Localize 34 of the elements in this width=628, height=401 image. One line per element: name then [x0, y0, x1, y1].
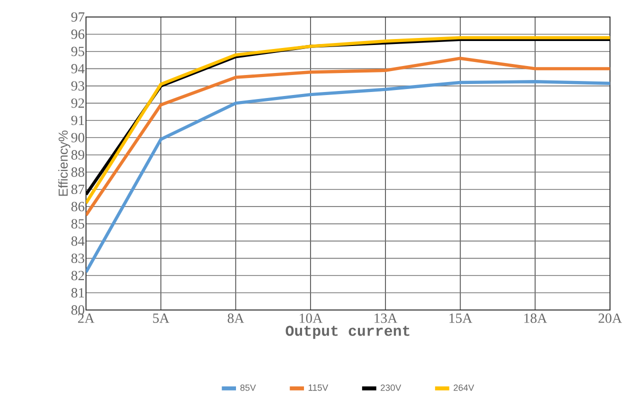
y-tick-label: 97 [71, 12, 84, 22]
x-tick-label: 15A [450, 314, 472, 323]
x-tick-label: 10A [300, 314, 322, 323]
x-tick-label: 20A [598, 314, 622, 323]
y-tick-label: 90 [71, 132, 84, 142]
y-tick-label: 87 [71, 184, 84, 194]
y-tick-label: 95 [71, 46, 84, 56]
y-tick-label: 92 [71, 98, 84, 108]
y-tick-label: 84 [71, 236, 85, 246]
y-tick-label: 88 [71, 167, 84, 177]
y-tick-label: 80 [71, 305, 84, 315]
y-tick-label: 86 [71, 202, 84, 212]
y-tick-label: 83 [71, 254, 84, 264]
x-tick-label: 2A [78, 314, 94, 323]
y-tick-label: 89 [71, 150, 84, 160]
legend-label: 264V [454, 384, 474, 391]
y-tick-label: 85 [71, 219, 84, 229]
y-axis-title: Efficiency% [58, 130, 70, 196]
y-tick-label: 82 [71, 270, 84, 280]
line-series [86, 56, 610, 217]
y-tick-label: 91 [71, 116, 84, 126]
x-tick-label: 18A [524, 314, 548, 323]
y-tick-label: 94 [71, 64, 85, 74]
x-tick-label: 13A [374, 314, 398, 323]
y-tick-label: 81 [71, 288, 84, 298]
x-axis-title: Output current [286, 326, 410, 339]
y-tick-label: 96 [71, 30, 84, 39]
line-series [86, 80, 610, 274]
legend-label: 85V [240, 384, 256, 391]
legend-label: 115V [308, 384, 328, 391]
y-tick-label: 93 [71, 81, 84, 91]
x-tick-label: 5A [153, 314, 170, 323]
x-tick-label: 8A [228, 314, 244, 323]
legend-label: 230V [380, 384, 402, 391]
